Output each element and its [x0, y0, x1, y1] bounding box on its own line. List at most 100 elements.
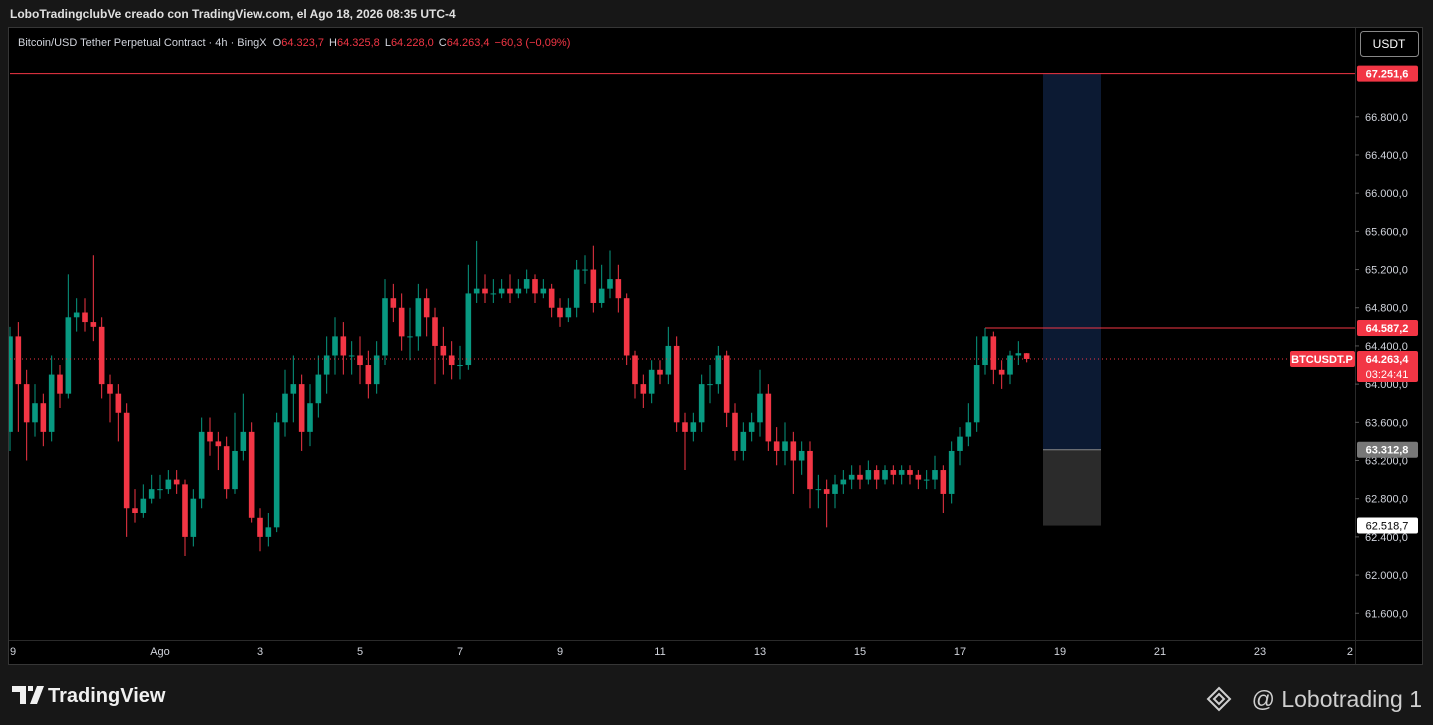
candle-body — [390, 298, 397, 308]
candle-body — [507, 288, 513, 294]
y-tick-label: 65.600,0 — [1365, 226, 1408, 238]
target-badge-label: 67.251,6 — [1366, 69, 1409, 81]
x-tick-label: 17 — [954, 646, 966, 658]
candle-body — [582, 269, 588, 271]
logo-icon — [12, 686, 44, 704]
entry-badge — [1357, 441, 1418, 458]
candle-body — [998, 369, 1005, 375]
candle-body — [190, 498, 197, 537]
candle-body — [65, 317, 72, 394]
candle-body — [682, 422, 688, 432]
candle-body — [82, 312, 88, 323]
candle-body — [907, 470, 913, 475]
watermark-icon — [1206, 686, 1232, 712]
candle-body — [873, 470, 880, 480]
candle-body — [473, 288, 480, 294]
candle-body — [423, 298, 430, 318]
candle-body — [648, 369, 655, 394]
candle-body — [398, 307, 405, 337]
y-tick-label: 62.000,0 — [1365, 570, 1408, 582]
candle-body — [248, 431, 255, 518]
candle-body — [465, 293, 472, 366]
legend-value: 64.323,7 — [281, 37, 324, 49]
target-zone — [1043, 73, 1101, 450]
candle-body — [807, 450, 813, 490]
symbol-badge — [1290, 350, 1355, 367]
x-tick-label: 15 — [854, 646, 866, 658]
symbol-badge-label: BTCUSDT.P — [1291, 354, 1353, 366]
ray-badge — [1357, 320, 1418, 337]
candle-body — [948, 450, 955, 494]
candle-body — [273, 422, 280, 528]
candle-body — [90, 322, 97, 327]
y-tick-label: 64.800,0 — [1365, 303, 1408, 315]
y-tick-label: 66.000,0 — [1365, 188, 1408, 200]
candle-body — [348, 355, 355, 357]
candle-body — [723, 355, 730, 413]
legend-value: 64.228,0 — [391, 37, 434, 49]
candle-body — [165, 479, 172, 490]
candle-body — [740, 431, 747, 451]
candle-body — [932, 470, 938, 480]
candle-body — [265, 527, 272, 537]
candle-body — [173, 479, 180, 485]
candle-body — [9, 336, 13, 432]
candle-body — [457, 365, 463, 367]
y-tick-label: 66.400,0 — [1365, 150, 1408, 162]
legend-change: −60,3 (−0,09%) — [495, 37, 571, 49]
candle-body — [40, 403, 47, 432]
candle-body — [415, 298, 422, 337]
legend-value: 64.263,4 — [447, 37, 490, 49]
candle-body — [498, 288, 505, 294]
x-tick-label: 21 — [1154, 646, 1166, 658]
candle-body — [482, 288, 488, 294]
candle-body — [940, 470, 947, 494]
x-tick-label: 7 — [457, 646, 463, 658]
stop-badge — [1357, 517, 1418, 534]
candle-body — [748, 422, 755, 432]
candle-body — [865, 470, 872, 480]
candle-body — [73, 312, 80, 318]
x-tick-label: 19 — [1054, 646, 1066, 658]
candle-body — [898, 470, 905, 475]
candle-body — [732, 412, 738, 451]
candle-body — [340, 336, 347, 356]
candle-body — [207, 431, 213, 442]
candle-body — [107, 384, 113, 394]
currency-button[interactable] — [1360, 31, 1419, 57]
candle-body — [240, 431, 247, 451]
candle-body — [690, 422, 697, 432]
entry-badge-label: 63.312,8 — [1366, 445, 1409, 457]
candle-body — [1023, 353, 1030, 359]
candle-body — [640, 384, 647, 394]
candle-body — [523, 279, 530, 289]
candle-body — [373, 355, 380, 385]
target-badge — [1357, 65, 1418, 82]
caption: LoboTradingclubVe creado con TradingView… — [10, 7, 456, 21]
candle-body — [1015, 353, 1022, 356]
candle-body — [432, 317, 438, 346]
candle-body — [15, 336, 22, 385]
candle-body — [515, 288, 522, 294]
candle-body — [48, 374, 55, 432]
candle-body — [990, 336, 997, 370]
candle-body — [982, 336, 988, 366]
candle-body — [798, 450, 805, 461]
chart-panel — [8, 27, 1423, 665]
candle-body — [532, 279, 538, 294]
candle-body — [557, 307, 563, 318]
candle-body — [315, 374, 322, 404]
x-tick-label: 3 — [257, 646, 263, 658]
candle-body — [590, 269, 597, 303]
y-tick-label: 64.400,0 — [1365, 341, 1408, 353]
y-tick-label: 65.200,0 — [1365, 265, 1408, 277]
brand: TradingView — [48, 685, 166, 707]
watermark-text: @ Lobotrading 1 — [1252, 686, 1422, 712]
candle-body — [282, 393, 288, 423]
x-tick-label: 11 — [654, 646, 665, 658]
x-tick-label: 2 — [1347, 646, 1353, 658]
candle-body — [448, 355, 455, 366]
candle-body — [332, 336, 338, 356]
candle-body — [140, 498, 147, 514]
